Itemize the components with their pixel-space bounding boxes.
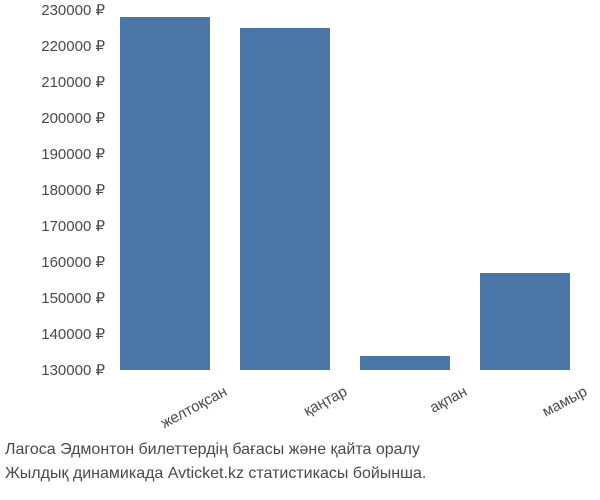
y-tick-label: 230000 ₽ (41, 1, 105, 19)
caption-line-2: Жылдық динамикада Avticket.kz статистика… (5, 462, 426, 486)
bar (480, 273, 570, 370)
y-tick-label: 140000 ₽ (41, 325, 105, 343)
y-tick-label: 150000 ₽ (41, 289, 105, 307)
y-tick-label: 170000 ₽ (41, 217, 105, 235)
y-axis: 130000 ₽140000 ₽150000 ₽160000 ₽170000 ₽… (0, 10, 110, 370)
y-tick-label: 210000 ₽ (41, 73, 105, 91)
caption-line-1: Лагоса Эдмонтон билеттердің бағасы және … (5, 438, 426, 462)
y-tick-label: 200000 ₽ (41, 109, 105, 127)
x-tick-label: қаңтар (254, 383, 350, 445)
y-tick-label: 220000 ₽ (41, 37, 105, 55)
y-tick-label: 130000 ₽ (41, 361, 105, 379)
plot-area (110, 10, 580, 370)
y-tick-label: 180000 ₽ (41, 181, 105, 199)
y-tick-label: 160000 ₽ (41, 253, 105, 271)
chart-caption: Лагоса Эдмонтон билеттердің бағасы және … (5, 438, 426, 486)
x-axis: желтоқсанқаңтарақпанмамыр (110, 375, 580, 425)
bar (120, 17, 210, 370)
x-tick-label: желтоқсан (134, 383, 230, 445)
chart-container: 130000 ₽ 140000 ₽ 150000 ₽ 160000 ₽ 170000 ₽… (0, 0, 600, 430)
bar (240, 28, 330, 370)
x-tick-label: мамыр (494, 383, 590, 445)
x-tick-label: ақпан (374, 383, 470, 445)
y-tick-label: 190000 ₽ (41, 145, 105, 163)
bar (360, 356, 450, 370)
